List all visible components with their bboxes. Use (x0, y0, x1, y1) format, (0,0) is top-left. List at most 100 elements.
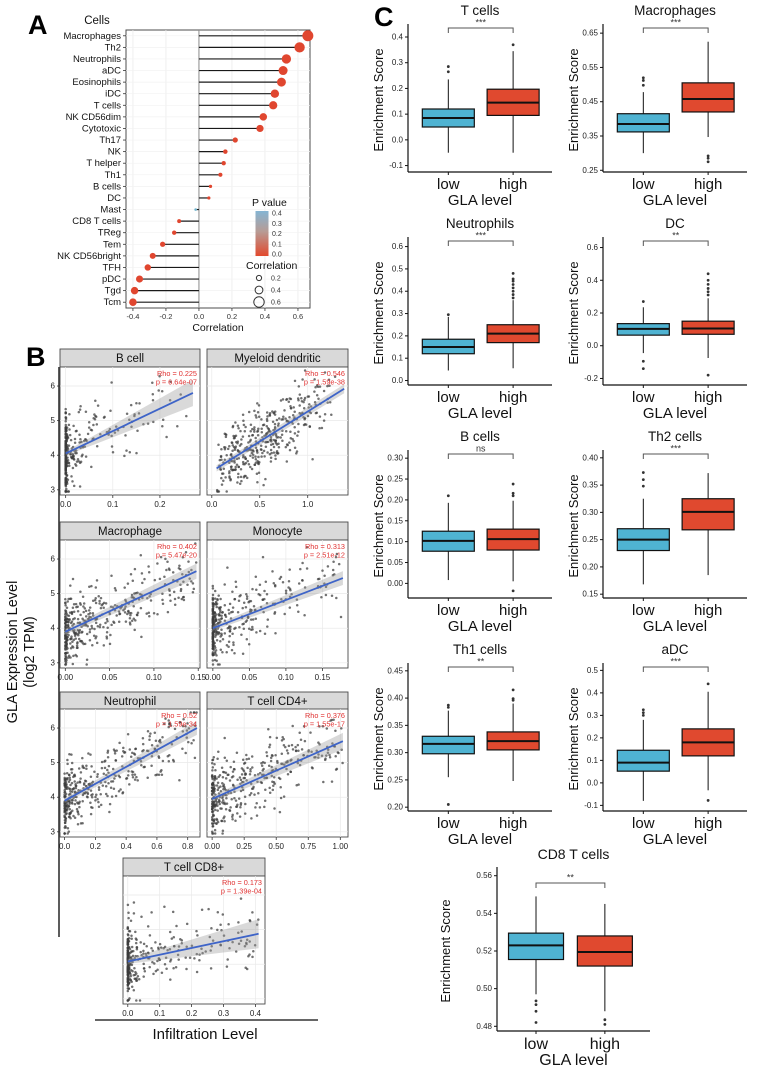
svg-text:0.1: 0.1 (392, 354, 404, 363)
x-axis-label: GLA level (643, 831, 707, 848)
svg-text:0.5: 0.5 (587, 666, 599, 675)
correlation-dot (270, 89, 280, 98)
outlier-dot (511, 293, 515, 296)
svg-text:0.3: 0.3 (392, 58, 404, 67)
p-value-label: p = 2.51e-12 (304, 551, 345, 560)
svg-text:0.6: 0.6 (587, 243, 599, 252)
lollipop-row-adc: aDC (102, 66, 288, 77)
significance-bracket (642, 453, 709, 459)
box-high (486, 271, 540, 369)
svg-text:0.25: 0.25 (582, 166, 598, 175)
trend-line (212, 577, 344, 630)
y-axis-label: Enrichment Score (566, 48, 581, 151)
svg-text:5: 5 (51, 758, 56, 767)
svg-text:Tem: Tem (103, 239, 121, 250)
svg-text:0.0: 0.0 (60, 500, 72, 509)
correlation-dot (302, 30, 314, 42)
svg-text:0.5: 0.5 (392, 264, 404, 273)
svg-text:0.2: 0.2 (90, 842, 102, 851)
svg-text:TReg: TReg (98, 228, 121, 239)
lollipop-row-cd8-t-cells: CD8 T cells (72, 216, 199, 227)
legend-p-value: P value 0.4 0.3 0.2 0.1 0.0 (252, 197, 287, 259)
panel-a-lollipop-chart: Cells MacrophagesTh2NeutrophilsaDCEosinop… (57, 15, 314, 334)
category-label-high: high (694, 815, 722, 832)
outlier-dot (446, 705, 450, 709)
outlier-dot (641, 484, 645, 488)
svg-text:Myeloid dendritic: Myeloid dendritic (234, 353, 321, 365)
svg-text:0.1: 0.1 (587, 756, 599, 765)
svg-text:0.5: 0.5 (254, 500, 266, 509)
outlier-dot (706, 272, 710, 276)
boxplot-title: DC (665, 216, 685, 231)
svg-text:0.30: 0.30 (582, 508, 598, 517)
outlier-dot (446, 313, 450, 317)
svg-text:0.35: 0.35 (387, 721, 403, 730)
svg-text:0.15: 0.15 (582, 590, 598, 599)
svg-text:0.6: 0.6 (151, 842, 163, 851)
lollipop-row-mast: Mast (100, 205, 199, 216)
svg-text:0.30: 0.30 (387, 454, 403, 463)
boxplot-t-cells: T cells Enrichment Score -0.1 0.0 0.1 0.2 0.3 0… (371, 3, 552, 209)
box-high (681, 41, 735, 164)
outlier-dot (534, 1021, 538, 1024)
outlier-dot (534, 999, 538, 1003)
boxplot-title: Macrophages (634, 3, 716, 18)
panel-a-title: Cells (84, 15, 110, 27)
category-label-low: low (437, 815, 460, 832)
outlier-dot (706, 373, 710, 377)
outlier-dot (603, 1023, 607, 1026)
rho-label: Rho = 0.402 (157, 542, 197, 551)
outlier-dot (641, 713, 645, 717)
category-label-high: high (499, 389, 527, 406)
svg-text:0.00: 0.00 (387, 579, 403, 588)
svg-text:Th2: Th2 (105, 42, 121, 53)
svg-text:0.0: 0.0 (206, 500, 218, 509)
significance-label: ** (672, 231, 680, 241)
svg-text:Neutrophils: Neutrophils (73, 54, 121, 65)
svg-text:Tcm: Tcm (104, 297, 122, 308)
correlation-dot (144, 264, 151, 271)
significance-bracket (642, 240, 709, 246)
svg-text:0.15: 0.15 (315, 673, 331, 682)
svg-text:0.05: 0.05 (102, 673, 118, 682)
svg-text:T helper: T helper (86, 158, 121, 169)
outlier-dot (511, 491, 515, 495)
svg-text:0.35: 0.35 (582, 481, 598, 490)
box-high (486, 482, 540, 593)
svg-text:0.00: 0.00 (204, 842, 220, 851)
svg-text:0.50: 0.50 (268, 842, 284, 851)
svg-text:pDC: pDC (102, 274, 121, 285)
scatter-points (63, 711, 198, 835)
significance-bracket (447, 27, 514, 33)
y-axis-label: Enrichment Score (566, 261, 581, 364)
svg-text:0.4: 0.4 (121, 842, 133, 851)
svg-text:4: 4 (51, 624, 56, 633)
svg-text:0.25: 0.25 (387, 775, 403, 784)
outlier-dot (641, 708, 645, 712)
x-axis-label: GLA level (448, 618, 512, 635)
svg-text:0.45: 0.45 (387, 666, 403, 675)
correlation-dot (221, 161, 226, 166)
svg-text:0.20: 0.20 (387, 495, 403, 504)
significance-bracket (447, 666, 514, 672)
box-high (576, 903, 633, 1026)
lollipop-row-cytotoxic: Cytotoxic (82, 123, 264, 134)
category-label-high: high (590, 1036, 620, 1053)
svg-text:0.65: 0.65 (582, 29, 598, 38)
outlier-dot (511, 697, 515, 701)
significance-label: *** (670, 18, 681, 28)
svg-text:3: 3 (51, 827, 56, 836)
svg-text:0.3: 0.3 (272, 221, 282, 228)
boxplot-cd8-t-cells: CD8 T cells Enrichment Score 0.48 0.50 0.52 0… (438, 846, 650, 1069)
outlier-dot (641, 83, 645, 87)
svg-text:0.40: 0.40 (387, 694, 403, 703)
lollipop-row-nk-cd56bright: NK CD56bright (57, 251, 199, 262)
rho-label: Rho = 0.173 (222, 878, 262, 887)
boxplot-title: Th1 cells (453, 642, 507, 657)
svg-text:0.75: 0.75 (300, 842, 316, 851)
scatter-points (210, 718, 344, 835)
boxplot-macrophages: Macrophages Enrichment Score 0.25 0.35 0.45 0… (566, 3, 747, 209)
outlier-dot (511, 277, 515, 281)
